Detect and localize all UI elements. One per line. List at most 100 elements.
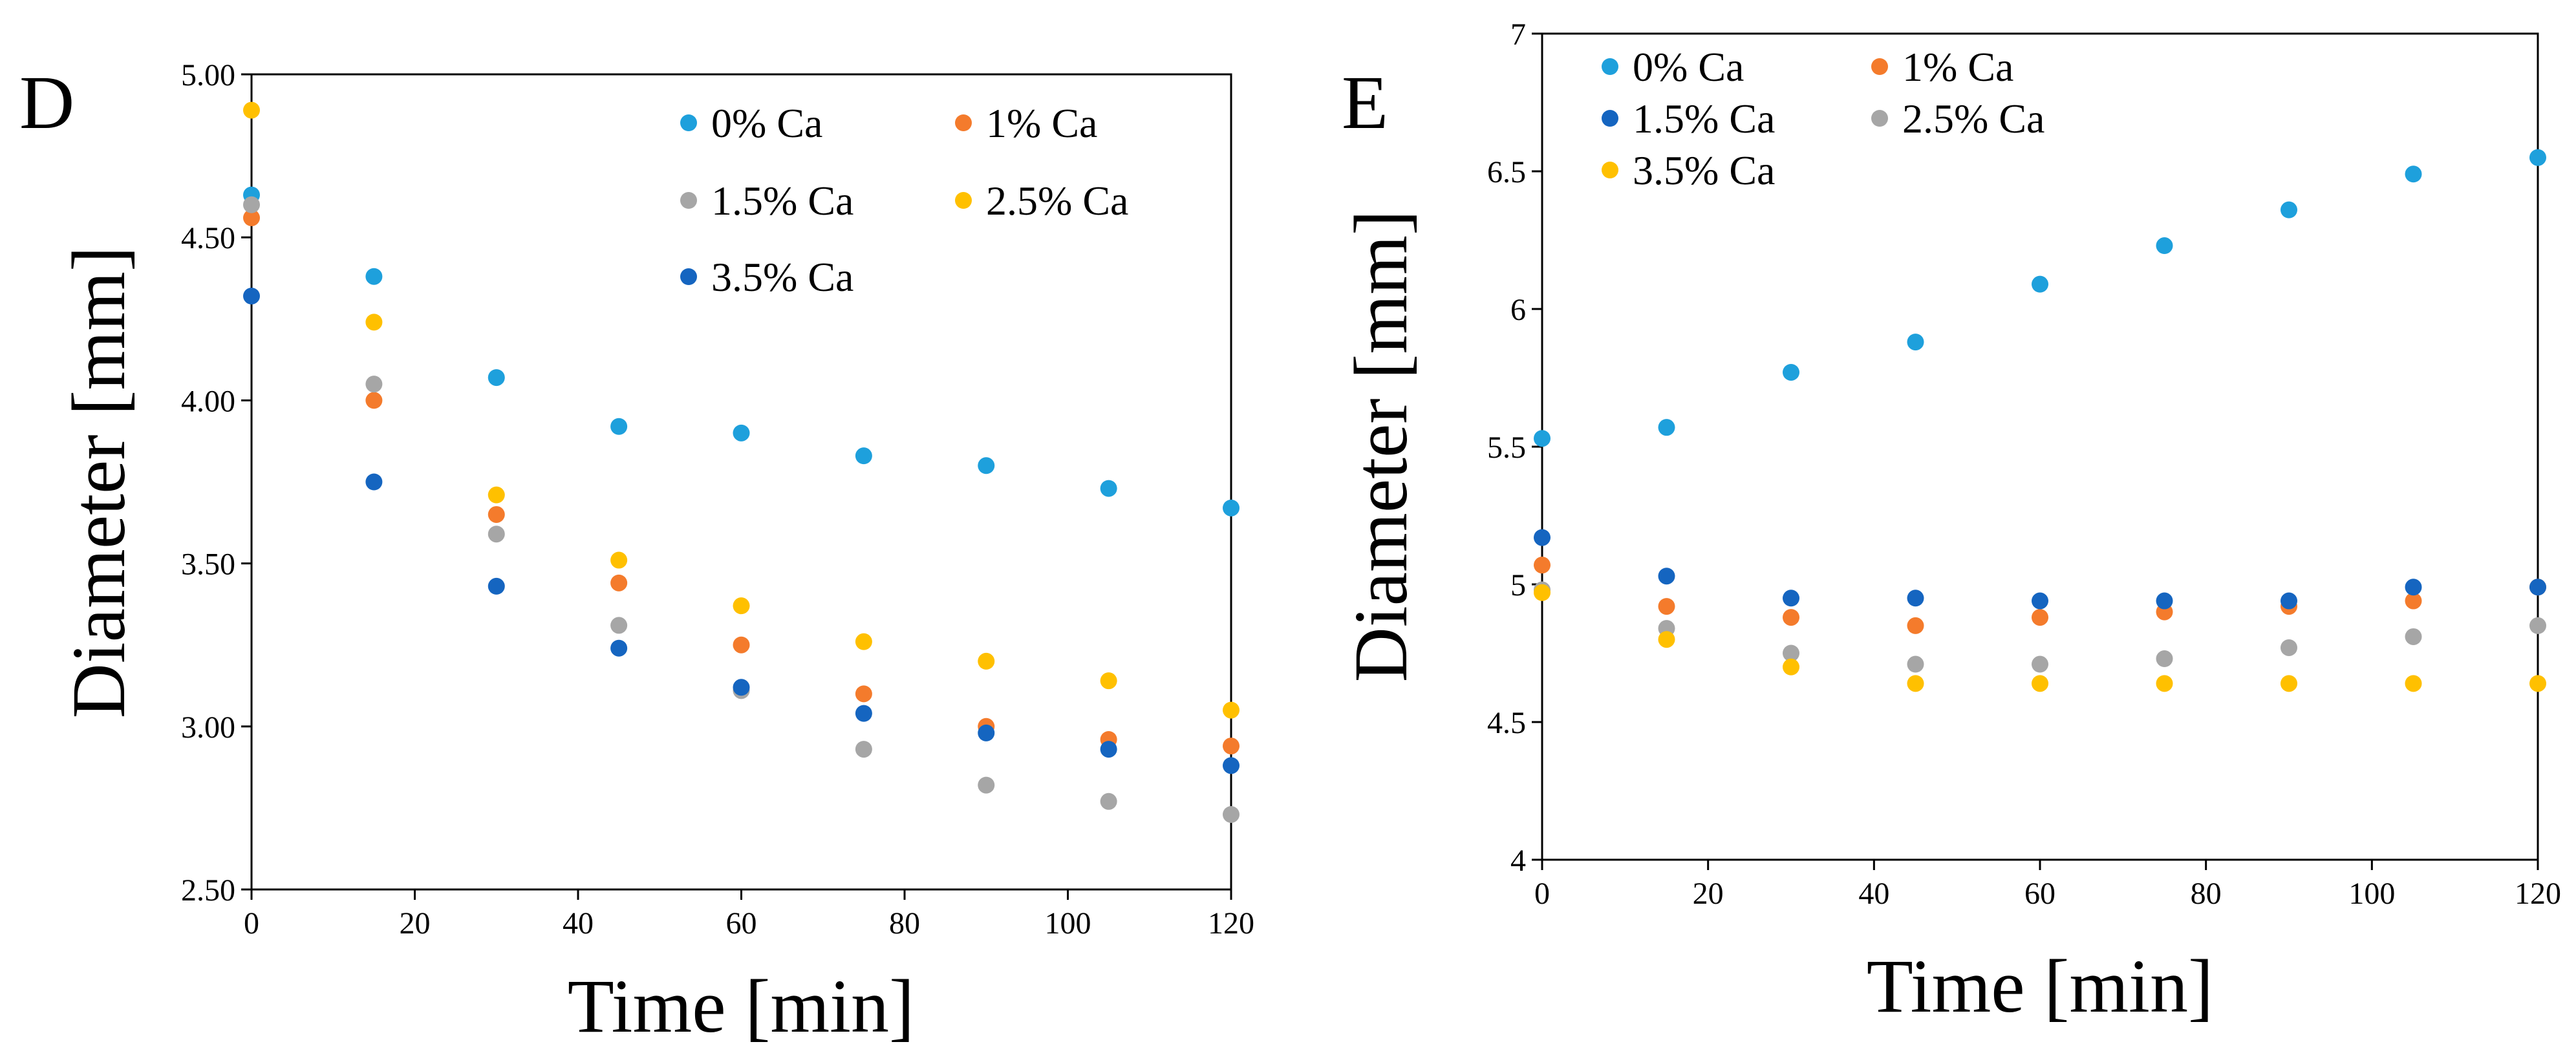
panel-d-point-1-5pct-ca — [243, 196, 260, 213]
panel-e-y-tick-label: 5 — [1510, 568, 1526, 602]
panel-d-point-0pct-ca — [1100, 480, 1117, 497]
panel-d-x-tick-label: 40 — [563, 906, 594, 941]
panel-d-y-tick-label: 3.50 — [181, 548, 235, 582]
panel-e-x-tick-label: 80 — [2191, 877, 2222, 911]
panel-e-x-tick-label: 60 — [2024, 877, 2055, 911]
panel-e-point-1pct-ca — [2032, 609, 2048, 626]
panel-d-point-3-5pct-ca — [978, 724, 995, 741]
panel-e-x-tick-label: 100 — [2348, 877, 2395, 911]
panel-e-legend-marker-3-5pct-ca — [1602, 162, 1618, 178]
panel-d-point-2-5pct-ca — [243, 101, 260, 119]
panel-e-point-1-5pct-ca — [1534, 529, 1551, 546]
panel-e-point-3-5pct-ca — [2281, 675, 2297, 692]
panel-e-point-2-5pct-ca — [2405, 628, 2422, 645]
panel-d-y-axis-title: Diameter [mm] — [56, 246, 141, 719]
panel-d-letter: D — [19, 60, 74, 145]
panel-d-y-tick-label: 2.50 — [181, 873, 235, 908]
panel-d-point-1pct-ca — [365, 392, 383, 409]
panel-e-point-1pct-ca — [2405, 592, 2422, 610]
panel-d-point-1pct-ca — [243, 209, 260, 226]
panel-d-point-3-5pct-ca — [733, 679, 750, 696]
panel-d-legend-marker-1-5pct-ca — [680, 192, 697, 209]
panel-d-point-3-5pct-ca — [243, 287, 260, 304]
panel-e-point-1pct-ca — [1783, 609, 1799, 626]
panel-e-point-0pct-ca — [2032, 275, 2048, 293]
panel-d-point-1pct-ca — [488, 505, 505, 523]
panel-d-point-1-5pct-ca — [610, 617, 628, 634]
panel-d-series-0pct-ca — [243, 186, 1240, 516]
panel-e-point-2-5pct-ca — [1783, 644, 1799, 662]
panel-e-y-tick-label: 6.5 — [1487, 155, 1526, 189]
panel-e-x-tick-label: 40 — [1858, 877, 1889, 911]
panel-e-point-1-5pct-ca — [1658, 568, 1675, 585]
panel-d-chart: D 2.50 3.00 3.50 4.00 4.50 5.00 0 20 40 60 80 100 120… — [19, 58, 1254, 1048]
panel-e-point-3-5pct-ca — [1783, 658, 1799, 676]
panel-e-point-2-5pct-ca — [2032, 655, 2048, 673]
panel-d-point-2-5pct-ca — [610, 551, 628, 569]
panel-e-point-0pct-ca — [2156, 237, 2173, 255]
panel-d-legend-label-3-5pct-ca: 3.5% Ca — [711, 254, 853, 300]
panel-d-point-0pct-ca — [733, 424, 750, 442]
panel-e-point-0pct-ca — [1534, 430, 1551, 447]
panel-e-point-2-5pct-ca — [2281, 639, 2297, 656]
panel-d-point-1pct-ca — [855, 685, 872, 703]
panel-d-point-1pct-ca — [1223, 738, 1240, 755]
panel-d-point-0pct-ca — [978, 457, 995, 474]
panel-e-point-0pct-ca — [2529, 149, 2546, 166]
panel-e-y-tick-label: 4.5 — [1487, 706, 1526, 740]
panel-e-y-axis-title: Diameter [mm] — [1338, 210, 1423, 683]
panel-d-series-2-5pct-ca — [243, 101, 1240, 719]
panel-d-series-3-5pct-ca — [243, 287, 1240, 774]
panel-d-x-tick-label: 0 — [244, 906, 259, 941]
panel-d-x-tick-label: 20 — [400, 906, 431, 941]
panel-e-point-1-5pct-ca — [2281, 592, 2297, 610]
panel-e-y-tick-label: 6 — [1510, 293, 1526, 327]
panel-e-y-tick-label: 5.5 — [1487, 431, 1526, 465]
panel-d-point-3-5pct-ca — [610, 639, 628, 657]
panel-d-x-axis-title: Time [min] — [568, 964, 915, 1048]
panel-e-point-0pct-ca — [1907, 334, 1924, 351]
panel-e-point-3-5pct-ca — [2032, 675, 2048, 692]
panel-e-legend-label-3-5pct-ca: 3.5% Ca — [1633, 147, 1775, 193]
panel-e-chart: E 4 4.5 5 5.5 6 6.5 7 0 20 40 60 80 100 120 Diameter [m… — [1338, 17, 2561, 1028]
panel-d-point-0pct-ca — [365, 268, 383, 285]
panel-e-point-3-5pct-ca — [2156, 675, 2173, 692]
panel-e-point-3-5pct-ca — [1658, 631, 1675, 648]
panel-d-point-2-5pct-ca — [1100, 672, 1117, 690]
panel-e-x-tick-label: 20 — [1693, 877, 1724, 911]
panel-d-point-1-5pct-ca — [365, 376, 383, 393]
panel-e-point-3-5pct-ca — [1534, 584, 1551, 601]
panel-e-point-0pct-ca — [1658, 419, 1675, 436]
panel-e-point-3-5pct-ca — [1907, 675, 1924, 692]
panel-d-point-2-5pct-ca — [855, 633, 872, 650]
panel-d-point-1-5pct-ca — [978, 776, 995, 794]
panel-d-legend-marker-2-5pct-ca — [955, 192, 972, 209]
panel-e-legend-label-1pct-ca: 1% Ca — [1902, 44, 2013, 90]
panel-d-point-2-5pct-ca — [365, 314, 383, 331]
panel-e-legend-marker-1-5pct-ca — [1602, 110, 1618, 127]
panel-d-legend-marker-0pct-ca — [680, 114, 697, 131]
panel-e-legend-marker-0pct-ca — [1602, 58, 1618, 75]
panel-d-point-3-5pct-ca — [1223, 757, 1240, 774]
panel-e-series-0pct-ca — [1534, 149, 2546, 447]
panel-d-point-2-5pct-ca — [1223, 701, 1240, 719]
panel-d-point-0pct-ca — [488, 369, 505, 387]
panel-d-y-tick-label: 4.00 — [181, 384, 235, 418]
panel-e-series-1pct-ca — [1534, 557, 2546, 634]
panel-e-series-1-5pct-ca — [1534, 529, 2546, 610]
panel-e-point-1-5pct-ca — [1783, 590, 1799, 607]
panel-e-legend-label-2-5pct-ca: 2.5% Ca — [1902, 96, 2045, 142]
panel-d-legend-marker-1pct-ca — [955, 114, 972, 131]
panel-e-point-1pct-ca — [1658, 598, 1675, 615]
panel-d-point-1pct-ca — [610, 574, 628, 591]
panel-e-legend-marker-2-5pct-ca — [1871, 110, 1888, 127]
panel-e-point-2-5pct-ca — [2156, 650, 2173, 668]
panel-e-legend-label-1-5pct-ca: 1.5% Ca — [1633, 96, 1775, 142]
panel-d-point-1-5pct-ca — [488, 526, 505, 543]
panel-d-legend-marker-3-5pct-ca — [680, 268, 697, 285]
panel-d-point-2-5pct-ca — [488, 486, 505, 504]
panel-d-point-0pct-ca — [1223, 499, 1240, 516]
panel-d-legend-label-1pct-ca: 1% Ca — [986, 100, 1097, 146]
panel-e-point-3-5pct-ca — [2529, 675, 2546, 692]
